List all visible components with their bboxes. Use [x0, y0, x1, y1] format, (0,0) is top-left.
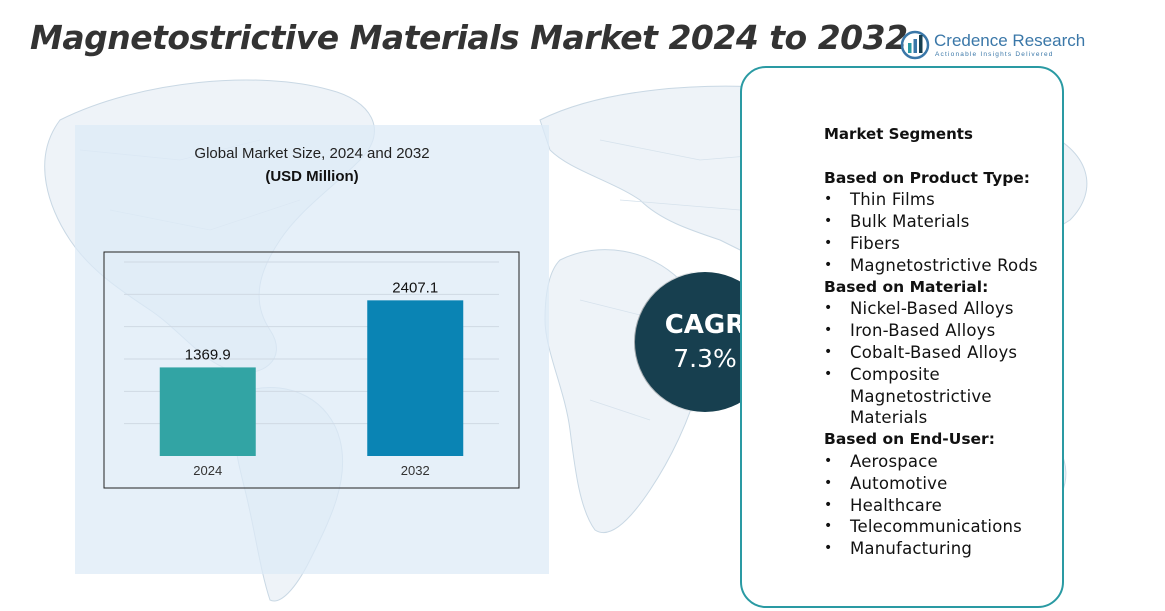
segment-item-label: Manufacturing: [850, 539, 973, 559]
market-segments-content: Market Segments Based on Product Type: •…: [824, 124, 1064, 560]
page-title: Magnetostrictive Materials Market 2024 t…: [30, 18, 908, 57]
brand-logo[interactable]: Credence Research Actionable Insights De…: [900, 28, 1090, 68]
chart-title: Global Market Size, 2024 and 2032: [194, 145, 430, 162]
segment-item: • Manufacturing: [824, 538, 1064, 560]
segment-item-label: Composite Magnetostrictive Materials: [850, 364, 992, 428]
segment-item-label: Fibers: [850, 233, 901, 253]
segment-item: • Nickel-Based Alloys: [824, 298, 1064, 320]
bullet-icon: •: [824, 518, 833, 535]
segment-item-label: Telecommunications: [850, 517, 1022, 537]
segment-group-material: Based on Material: • Nickel-Based Alloys …: [824, 277, 1064, 430]
segment-item: • Fibers: [824, 233, 1064, 255]
bar-2032: [367, 300, 464, 456]
market-segments-panel: Market Segments Based on Product Type: •…: [740, 66, 1064, 608]
bullet-icon: •: [824, 213, 833, 230]
segment-item: • Cobalt-Based Alloys: [824, 342, 1064, 364]
segment-item-label: Bulk Materials: [850, 212, 970, 232]
bullet-icon: •: [824, 322, 833, 339]
segment-list: • Aerospace • Automotive • Healthcare • Tele…: [824, 451, 1064, 560]
cagr-label: CAGR: [664, 310, 746, 340]
segment-item: • Composite Magnetostrictive Materials: [824, 364, 1064, 429]
chart-unit-label: (USD Million): [265, 168, 359, 185]
bullet-icon: •: [824, 256, 833, 273]
segments-heading: Market Segments: [824, 125, 973, 143]
segment-item-label: Automotive: [850, 473, 948, 493]
bullet-icon: •: [824, 474, 833, 491]
segment-item: • Bulk Materials: [824, 211, 1064, 233]
cagr-value: 7.3%: [673, 344, 737, 373]
bullet-icon: •: [824, 300, 833, 317]
segment-item: • Healthcare: [824, 495, 1064, 517]
brand-logo-icon: [900, 30, 930, 60]
segment-item: • Thin Films: [824, 189, 1064, 211]
bullet-icon: •: [824, 234, 833, 251]
segment-item: • Magnetostrictive Rods: [824, 255, 1064, 277]
x-tick-label-2024: 2024: [193, 463, 222, 478]
segment-item-label: Cobalt-Based Alloys: [850, 342, 1018, 362]
bullet-icon: •: [824, 452, 833, 469]
segment-item: • Aerospace: [824, 451, 1064, 473]
bullet-icon: •: [824, 191, 833, 208]
segment-group-title: Based on End-User:: [824, 430, 995, 449]
brand-tagline: Actionable Insights Delivered: [935, 51, 1054, 58]
bullet-icon: •: [824, 540, 833, 557]
segment-item-label: Magnetostrictive Rods: [850, 255, 1038, 275]
bullet-icon: •: [824, 496, 833, 513]
segment-list: • Thin Films • Bulk Materials • Fibers • Mag…: [824, 189, 1064, 276]
segment-item-label: Iron-Based Alloys: [850, 321, 996, 341]
segment-group-product-type: Based on Product Type: • Thin Films • Bulk…: [824, 168, 1064, 277]
bar-2024: [159, 367, 256, 456]
segment-item: • Automotive: [824, 473, 1064, 495]
brand-name: Credence Research: [934, 31, 1086, 50]
bullet-icon: •: [824, 343, 833, 360]
segment-item: • Telecommunications: [824, 516, 1064, 538]
plot-frame: [103, 251, 520, 489]
segment-list: • Nickel-Based Alloys • Iron-Based Alloys …: [824, 298, 1064, 429]
chart-panel: Global Market Size, 2024 and 2032 (USD M…: [75, 125, 549, 574]
data-label-2024: 1369.9: [185, 346, 231, 363]
segment-group-title: Based on Product Type:: [824, 168, 1031, 187]
bullet-icon: •: [824, 365, 833, 382]
segment-item-label: Aerospace: [850, 451, 938, 471]
segment-item: • Iron-Based Alloys: [824, 320, 1064, 342]
segment-item-label: Thin Films: [850, 190, 935, 210]
data-label-2032: 2407.1: [392, 279, 438, 296]
x-tick-label-2032: 2032: [401, 463, 430, 478]
segments-spacer: [824, 146, 1064, 168]
segment-item-label: Healthcare: [850, 495, 942, 515]
segment-group-title: Based on Material:: [824, 277, 989, 296]
segment-item-label: Nickel-Based Alloys: [850, 299, 1014, 319]
segment-group-end-user: Based on End-User: • Aerospace • Automotiv…: [824, 429, 1064, 560]
bar-chart: 1369.9 2024 2407.1 2032: [103, 251, 520, 489]
